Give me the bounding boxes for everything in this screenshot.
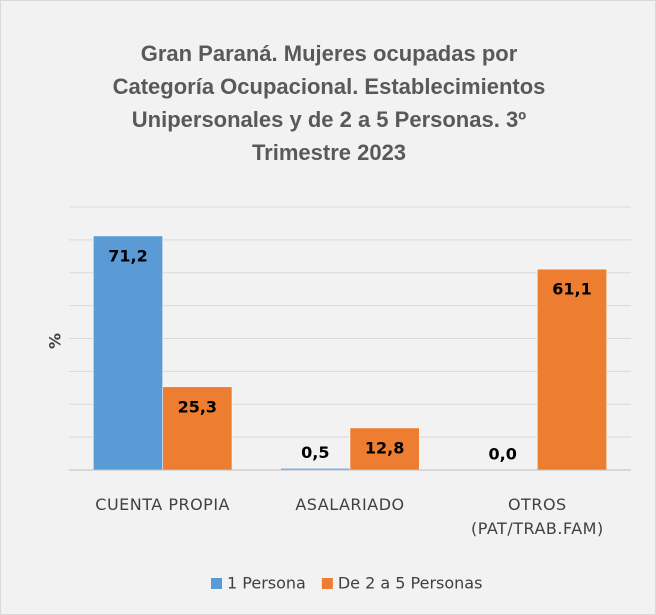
chart-title: Gran Paraná. Mujeres ocupadas por Catego… (112, 41, 546, 165)
data-label: 71,2 (108, 246, 147, 265)
x-tick-label: ASALARIADO (295, 495, 405, 514)
data-label: 12,8 (365, 438, 404, 457)
bar (93, 235, 163, 471)
legend-label: 1 Persona (227, 574, 306, 593)
data-label: 0,0 (489, 445, 517, 464)
bar (162, 386, 233, 471)
legend-swatch (211, 578, 222, 589)
data-label: 25,3 (178, 397, 217, 416)
x-tick-label: CUENTA PROPIA (95, 495, 230, 514)
legend-label: De 2 a 5 Personas (338, 574, 483, 593)
data-label: 61,1 (552, 280, 591, 299)
x-tick-label: OTROS (PAT/TRAB.FAM) (470, 495, 604, 538)
bar (537, 268, 607, 471)
data-label: 0,5 (301, 443, 329, 462)
y-axis-label: % (46, 333, 65, 349)
legend-swatch (321, 578, 333, 589)
